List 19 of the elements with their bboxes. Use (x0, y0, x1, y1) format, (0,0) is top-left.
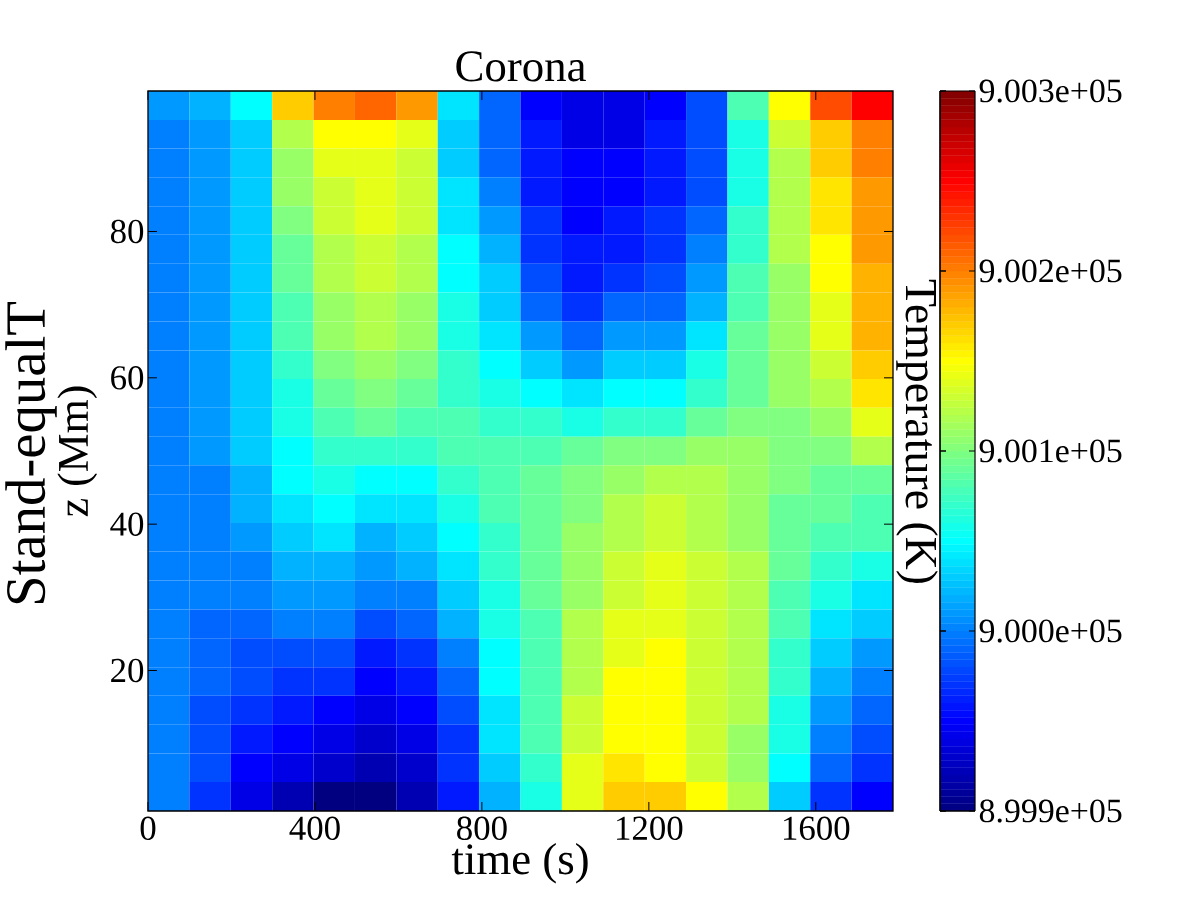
x-tick-label: 400 (289, 816, 340, 841)
y-tick-label: 60 (111, 366, 144, 390)
color-bar-label: 9.003e+05 (979, 79, 1122, 103)
color-bar-title: Temperature (K) (896, 279, 938, 583)
y-tick-label: 40 (110, 512, 144, 536)
y-tick-label: 80 (110, 219, 144, 244)
x-tick-label: 1600 (783, 816, 850, 841)
text: Stand-equalT (5, 301, 57, 604)
y-axis-title: z (Mm) (57, 386, 98, 517)
x-tick-label: 1200 (617, 816, 683, 841)
color-bar-label: 9.001e+05 (979, 439, 1122, 463)
color-bar-label: 8.999e+05 (979, 799, 1122, 823)
y-tick-label: 20 (111, 658, 144, 683)
color-bar-label: 9.002e+05 (979, 259, 1122, 283)
color-bar-label: 9.000e+05 (979, 619, 1122, 643)
chart-title: Corona (456, 51, 586, 82)
x-tick-label: 800 (457, 816, 507, 841)
x-tick-label: 0 (140, 816, 156, 841)
x-axis-title: time (s) (451, 842, 588, 884)
